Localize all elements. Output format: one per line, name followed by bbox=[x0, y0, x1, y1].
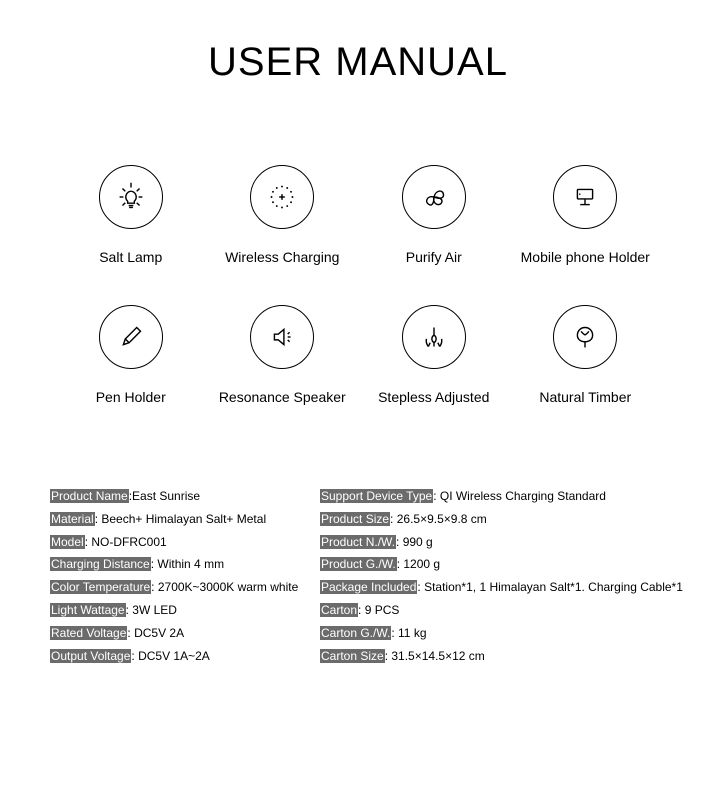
feature-timber: Natural Timber bbox=[515, 305, 657, 405]
spec-label: Model bbox=[50, 535, 85, 549]
spec-row: Carton Size: 31.5×14.5×12 cm bbox=[320, 645, 683, 668]
spec-value: : NO-DFRC001 bbox=[85, 535, 167, 549]
spec-row: Support Device Type: QI Wireless Chargin… bbox=[320, 485, 683, 508]
spec-row: Color Temperature: 2700K~3000K warm whit… bbox=[50, 576, 320, 599]
specs-col-left: Product Name:East SunriseMaterial: Beech… bbox=[50, 485, 320, 667]
spec-value: : QI Wireless Charging Standard bbox=[433, 489, 606, 503]
spec-value: : Station*1, 1 Himalayan Salt*1. Chargin… bbox=[417, 580, 683, 594]
spec-value: : DC5V 1A~2A bbox=[131, 649, 209, 663]
spec-row: Output Voltage: DC5V 1A~2A bbox=[50, 645, 320, 668]
feature-label: Stepless Adjusted bbox=[378, 389, 489, 405]
features-grid: Salt Lamp Wireless Charging bbox=[40, 165, 676, 405]
spec-row: Product Size: 26.5×9.5×9.8 cm bbox=[320, 508, 683, 531]
spec-label: Support Device Type bbox=[320, 489, 433, 503]
spec-value: : 26.5×9.5×9.8 cm bbox=[390, 512, 487, 526]
spec-value: : Within 4 mm bbox=[151, 557, 224, 571]
salt-lamp-icon bbox=[99, 165, 163, 229]
spec-row: Product N./W.: 990 g bbox=[320, 531, 683, 554]
spec-value: : DC5V 2A bbox=[127, 626, 184, 640]
page-title: USER MANUAL bbox=[40, 40, 676, 85]
feature-label: Pen Holder bbox=[96, 389, 166, 405]
feature-label: Resonance Speaker bbox=[219, 389, 346, 405]
timber-icon bbox=[553, 305, 617, 369]
feature-salt-lamp: Salt Lamp bbox=[60, 165, 202, 265]
spec-value: : 31.5×14.5×12 cm bbox=[385, 649, 485, 663]
spec-label: Charging Distance bbox=[50, 557, 151, 571]
spec-value: : 2700K~3000K warm white bbox=[151, 580, 298, 594]
spec-row: Rated Voltage: DC5V 2A bbox=[50, 622, 320, 645]
feature-phone-holder: Mobile phone Holder bbox=[515, 165, 657, 265]
feature-label: Wireless Charging bbox=[225, 249, 339, 265]
wireless-charging-icon bbox=[250, 165, 314, 229]
spec-label: Product Name bbox=[50, 489, 129, 503]
spec-label: Product G./W. bbox=[320, 557, 397, 571]
spec-row: Package Included: Station*1, 1 Himalayan… bbox=[320, 576, 683, 599]
stepless-icon bbox=[402, 305, 466, 369]
feature-pen-holder: Pen Holder bbox=[60, 305, 202, 405]
spec-row: Carton: 9 PCS bbox=[320, 599, 683, 622]
spec-row: Model: NO-DFRC001 bbox=[50, 531, 320, 554]
feature-purify-air: Purify Air bbox=[363, 165, 505, 265]
spec-label: Light Wattage bbox=[50, 603, 126, 617]
phone-holder-icon bbox=[553, 165, 617, 229]
spec-label: Product N./W. bbox=[320, 535, 396, 549]
purify-air-icon bbox=[402, 165, 466, 229]
spec-label: Output Voltage bbox=[50, 649, 131, 663]
specs-col-right: Support Device Type: QI Wireless Chargin… bbox=[320, 485, 683, 667]
spec-row: Product G./W.: 1200 g bbox=[320, 553, 683, 576]
spec-value: : 3W LED bbox=[126, 603, 177, 617]
spec-row: Carton G./W.: 11 kg bbox=[320, 622, 683, 645]
spec-value: : Beech+ Himalayan Salt+ Metal bbox=[95, 512, 266, 526]
spec-row: Charging Distance: Within 4 mm bbox=[50, 553, 320, 576]
feature-stepless: Stepless Adjusted bbox=[363, 305, 505, 405]
spec-label: Carton G./W. bbox=[320, 626, 391, 640]
spec-row: Product Name:East Sunrise bbox=[50, 485, 320, 508]
spec-label: Product Size bbox=[320, 512, 390, 526]
spec-value: : 990 g bbox=[396, 535, 433, 549]
feature-label: Purify Air bbox=[406, 249, 462, 265]
spec-row: Material: Beech+ Himalayan Salt+ Metal bbox=[50, 508, 320, 531]
spec-value: : 9 PCS bbox=[358, 603, 399, 617]
spec-row: Light Wattage: 3W LED bbox=[50, 599, 320, 622]
feature-label: Salt Lamp bbox=[99, 249, 162, 265]
feature-speaker: Resonance Speaker bbox=[212, 305, 354, 405]
spec-label: Color Temperature bbox=[50, 580, 151, 594]
spec-value: : 1200 g bbox=[397, 557, 440, 571]
specs-table: Product Name:East SunriseMaterial: Beech… bbox=[40, 485, 676, 667]
speaker-icon bbox=[250, 305, 314, 369]
spec-label: Carton Size bbox=[320, 649, 385, 663]
spec-label: Rated Voltage bbox=[50, 626, 127, 640]
spec-label: Material bbox=[50, 512, 95, 526]
feature-wireless-charging: Wireless Charging bbox=[212, 165, 354, 265]
spec-label: Carton bbox=[320, 603, 358, 617]
pen-holder-icon bbox=[99, 305, 163, 369]
spec-value: :East Sunrise bbox=[129, 489, 200, 503]
spec-value: : 11 kg bbox=[391, 626, 426, 640]
feature-label: Mobile phone Holder bbox=[521, 249, 650, 265]
spec-label: Package Included bbox=[320, 580, 417, 594]
feature-label: Natural Timber bbox=[539, 389, 631, 405]
